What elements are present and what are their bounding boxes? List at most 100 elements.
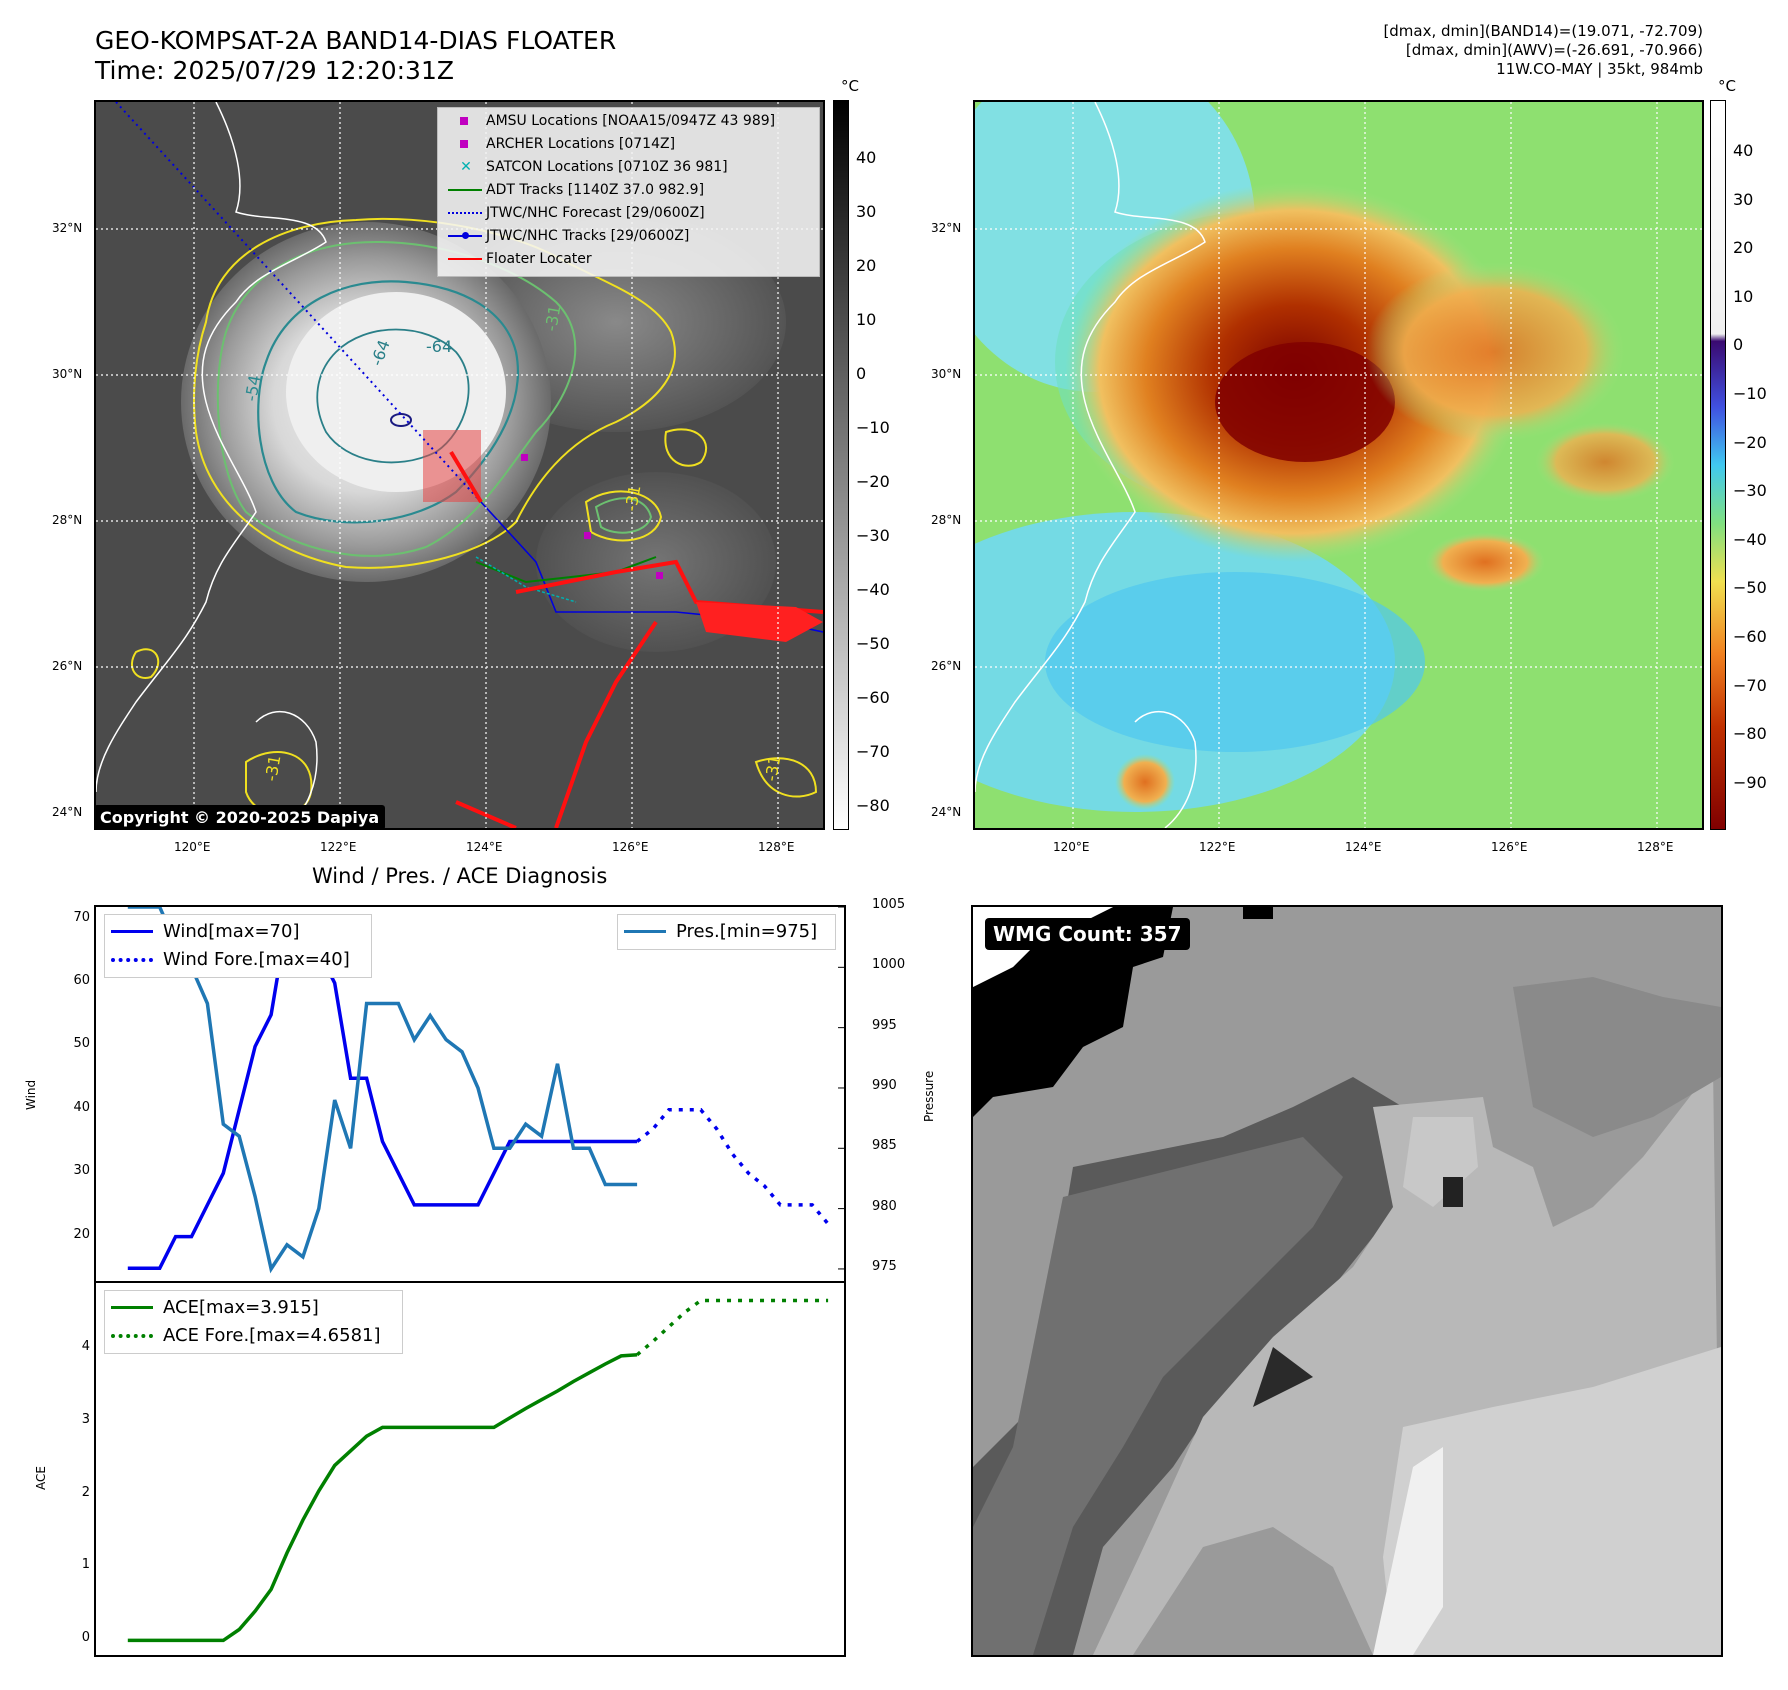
colorbar-tick: −50 [1733,578,1767,598]
y-tick-label: 50 [73,1036,90,1052]
legend-item-floater: Floater Locater [446,249,592,269]
contour-green-e [594,497,653,534]
dotted-line-icon [111,957,153,962]
copyright-label: Copyright © 2020-2025 Dapiya [94,805,386,830]
colorbar-unit: °C [841,77,859,95]
wind-pressure-svg [127,907,844,1274]
colorbar-gray [833,100,849,830]
lon-label: 128°E [758,840,795,854]
legend-item-adt: ADT Tracks [1140Z 37.0 982.9] [446,180,704,200]
ace-series-line-1 [635,1298,829,1357]
series-line-1 [636,1108,830,1226]
lat-label: 32°N [52,221,83,235]
solid-line-icon [624,930,666,933]
contour-green [216,240,577,557]
legend-item-archer: ARCHER Locations [0714Z] [446,134,675,154]
colorbar-tick: −60 [1733,627,1767,646]
solid-line-icon [111,930,153,933]
lat-label: 32°N [931,221,962,235]
colorbar-tick: −10 [1733,384,1767,403]
dotted-line-icon [111,1333,153,1338]
colorbar-tick: 30 [1733,189,1754,209]
colorbar-tick: −70 [856,742,890,761]
archer-marker-2 [656,572,663,579]
taiwan-coast [1134,711,1197,828]
series-line-0 [127,914,638,1271]
pressure-legend: Pres.[min=975] [617,914,836,950]
colorbar-tick: −30 [856,526,890,545]
lon-label: 120°E [174,840,211,854]
colorbar-tick: −40 [1733,529,1767,549]
title-line-2: Time: 2025/07/29 12:20:31Z [95,56,454,85]
coastline [975,102,1206,793]
lat-label: 26°N [931,659,962,673]
lat-label: 30°N [52,367,83,381]
y2-tick-label: 980 [872,1198,897,1214]
awv-map-panel [973,100,1704,830]
y2-tick-label: 995 [872,1017,897,1033]
colorbar-tick: −50 [856,634,890,653]
solid-line-icon [111,1306,153,1309]
coastline [96,102,327,793]
colorbar-tick: 30 [856,202,877,221]
colorbar-tick: 0 [856,364,867,383]
y2-tick-label: 1000 [872,957,906,973]
legend-item-wind: Wind[max=70] [111,921,300,942]
y-tick-label: 40 [73,1099,90,1115]
colorbar-tick: −80 [1733,724,1767,744]
y2-tick-label: 1005 [872,897,906,912]
y-tick-label: 30 [73,1163,90,1179]
colorbar-tick: 20 [1733,238,1754,258]
archer-marker [584,532,591,539]
colorbar-tick: −10 [856,418,890,437]
lat-label: 24°N [52,805,83,819]
colorbar-tick: 40 [856,148,877,167]
figure-title: GEO-KOMPSAT-2A BAND14-DIAS FLOATER Time: … [95,26,616,86]
line-icon [446,182,486,198]
colorbar-tick: 10 [1733,286,1754,306]
colorbar-tick: −40 [856,580,890,599]
contour-yellow [193,217,676,569]
line-dot-icon [446,228,486,244]
wmg-panel [971,905,1723,1657]
legend-item-tracks: JTWC/NHC Tracks [29/0600Z] [446,226,689,246]
ace-series-line-0 [127,1353,638,1643]
wind-legend: Wind[max=70] Wind Fore.[max=40] [104,914,372,978]
ace-svg [127,1298,829,1643]
x-mark-icon: ✕ [460,159,472,175]
wmg-count-badge: WMG Count: 357 [985,918,1190,950]
series-line-2 [127,907,638,1274]
ace-axis-label: ACE [34,1466,48,1490]
svg-text:-31: -31 [261,754,284,783]
pressure-axis-label: Pressure [922,1070,936,1122]
floater-cluster [696,602,823,642]
lat-label: 24°N [931,805,962,819]
colorbar-tick: −60 [856,688,890,707]
lon-label: 120°E [1053,840,1090,854]
y-tick-label: 20 [73,1226,90,1242]
ace-chart [94,1281,846,1657]
legend-item-amsu: AMSU Locations [NOAA15/0947Z 43 989] [446,111,775,131]
square-icon [446,113,486,129]
colorbar-tick: 0 [1733,335,1744,355]
adt-track [475,556,657,584]
y2-tick-label: 985 [872,1138,897,1154]
lat-label: 28°N [931,513,962,527]
legend-item-wind-forecast: Wind Fore.[max=40] [111,949,350,970]
colorbar-tick: −20 [1733,432,1767,452]
wind-axis-label: Wind [24,1079,38,1110]
svg-text:-31: -31 [541,304,564,333]
colorbar-tick: 20 [856,256,877,275]
colorbar-unit: °C [1718,77,1736,95]
contour-yellow-e [584,428,707,542]
map-gridlines [975,102,1702,828]
lon-label: 126°E [612,840,649,854]
legend-item-satcon: ✕ SATCON Locations [0710Z 36 981] [446,157,728,177]
lon-label: 128°E [1637,840,1674,854]
contour-teal [257,280,519,524]
storm-info: 11W.CO-MAY | 35kt, 984mb [1496,60,1703,78]
legend-item-ace: ACE[max=3.915] [111,1297,319,1318]
y2-tick-label: 990 [872,1077,897,1093]
lon-label: 126°E [1491,840,1528,854]
lon-label: 122°E [320,840,357,854]
